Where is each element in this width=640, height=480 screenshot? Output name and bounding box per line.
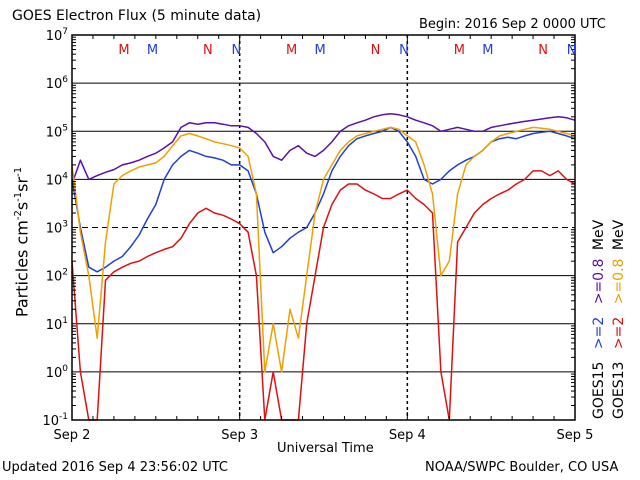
legend-goes13-unit: MeV: [611, 219, 627, 251]
legend-goes13-ge2: >=2: [611, 316, 627, 350]
series-lines: [71, 113, 576, 421]
y-tick-label: 101: [46, 316, 68, 333]
legend-goes15-unit: MeV: [591, 219, 607, 251]
event-marker-N: N: [567, 43, 577, 58]
y-axis-label-text: Particles cm-2s-1sr-1: [12, 166, 32, 318]
event-marker-M: M: [482, 43, 493, 58]
y-tick-label: 106: [46, 75, 69, 92]
y-tick-label: 100: [46, 364, 69, 381]
updated-timestamp: Updated 2016 Sep 4 23:56:02 UTC: [2, 460, 229, 475]
x-tick-label: Sep 2: [54, 428, 91, 443]
y-tick-label: 104: [46, 171, 69, 188]
x-tick-label: Sep 4: [389, 428, 426, 443]
begin-time: Begin: 2016 Sep 2 0000 UTC: [419, 17, 606, 32]
event-marker-M: M: [118, 43, 129, 58]
x-tick-label: Sep 5: [557, 428, 594, 443]
legend-goes15-label: GOES15: [591, 361, 607, 419]
y-tick-label: 107: [46, 27, 68, 44]
y-tick-label: 103: [46, 220, 68, 237]
data-source: NOAA/SWPC Boulder, CO USA: [425, 460, 619, 475]
series-line-0: [71, 113, 576, 185]
legend-row-goes15: GOES15 >=2 >=0.8 MeV: [591, 149, 611, 419]
event-marker-N: N: [203, 43, 213, 58]
series-line-2: [71, 126, 576, 373]
legend-goes15-ge08: >=0.8: [591, 258, 607, 305]
event-marker-N: N: [371, 43, 381, 58]
event-marker-M: M: [286, 43, 297, 58]
axis-ticks: 10-1 100 101 102 103 104 105 106 107 Sep 2 Sep 3 Se…: [42, 27, 593, 443]
y-tick-label: 102: [46, 268, 68, 285]
event-marker-M: M: [147, 43, 158, 58]
legend-goes15-ge2: >=2: [591, 316, 607, 350]
series-line-1: [71, 126, 576, 273]
chart-title: GOES Electron Flux (5 minute data): [12, 8, 262, 24]
event-marker-M: M: [454, 43, 465, 58]
y-axis-label: Particles cm-2s-1sr-1: [13, 167, 32, 317]
event-marker-M: M: [315, 43, 326, 58]
y-tick-label: 10-1: [42, 412, 68, 429]
y-tick-label: 105: [46, 123, 68, 140]
x-axis-label: Universal Time: [277, 441, 374, 456]
legend: GOES15 >=2 >=0.8 MeV GOES13 >=2 >=0.8 Me…: [591, 149, 631, 419]
event-marker-N: N: [538, 43, 548, 58]
series-line-3: [71, 170, 576, 421]
x-tick-label: Sep 3: [221, 428, 258, 443]
legend-goes13-ge08: >=0.8: [611, 258, 627, 305]
legend-goes13-label: GOES13: [611, 361, 627, 419]
legend-row-goes13: GOES13 >=2 >=0.8 MeV: [611, 149, 631, 419]
event-marker-N: N: [231, 43, 241, 58]
event-marker-N: N: [399, 43, 409, 58]
